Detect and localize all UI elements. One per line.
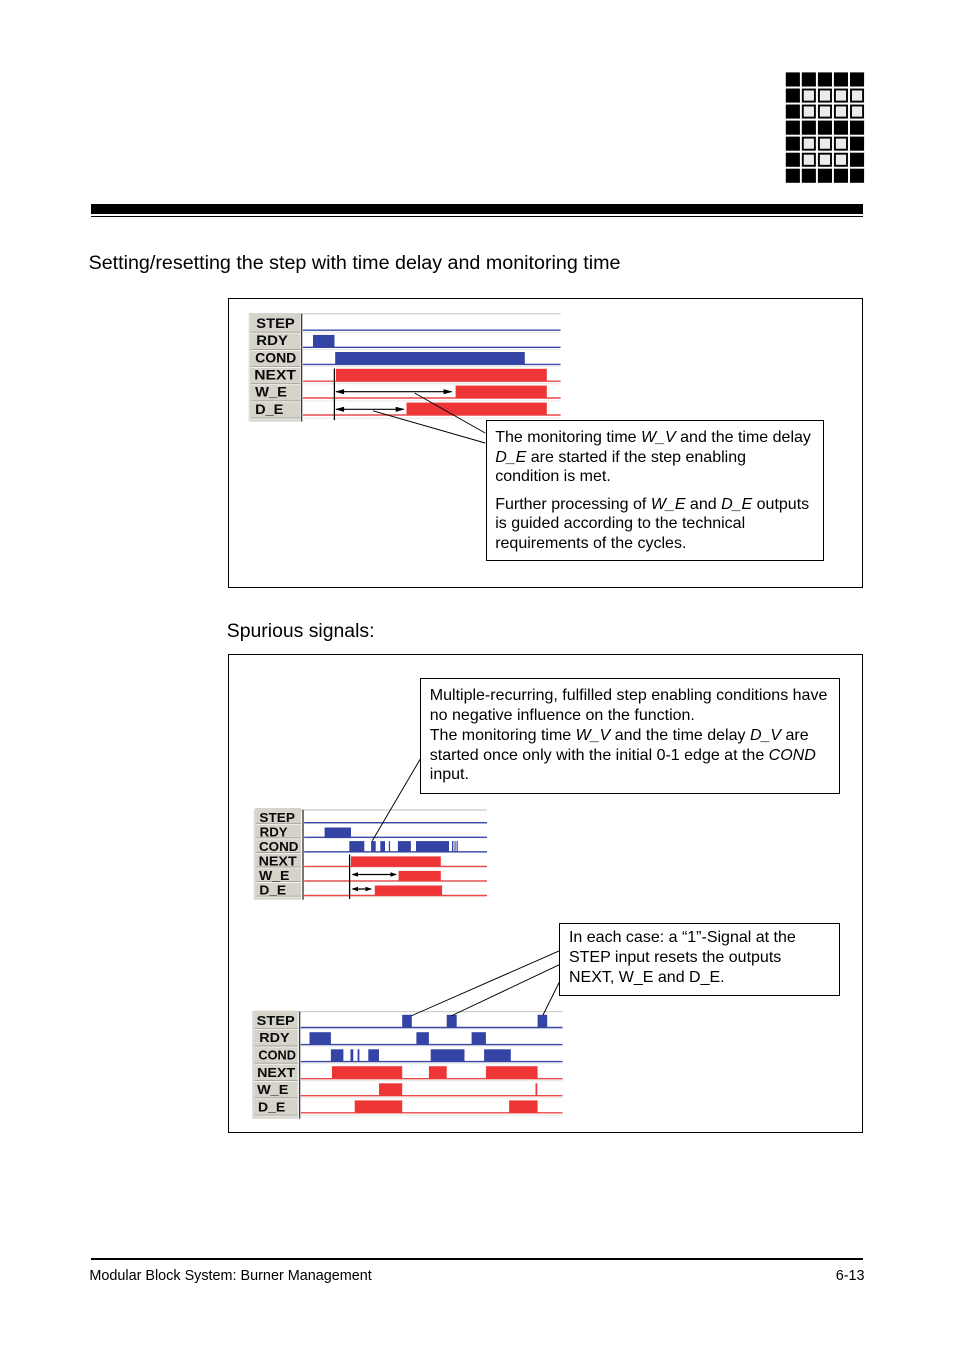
svg-text:COND: COND — [259, 840, 299, 854]
svg-text:RDY: RDY — [256, 333, 288, 348]
svg-text:D_E: D_E — [259, 884, 286, 898]
svg-text:RDY: RDY — [260, 825, 289, 839]
svg-text:D_E: D_E — [255, 402, 283, 417]
svg-text:NEXT: NEXT — [254, 368, 296, 383]
svg-text:W_E: W_E — [255, 385, 287, 400]
svg-text:COND: COND — [255, 350, 296, 365]
svg-text:RDY: RDY — [259, 1030, 290, 1045]
svg-text:NEXT: NEXT — [259, 854, 298, 868]
svg-text:D_E: D_E — [258, 1099, 286, 1114]
svg-text:W_E: W_E — [257, 1082, 289, 1097]
svg-text:STEP: STEP — [257, 1013, 295, 1028]
svg-text:STEP: STEP — [256, 316, 294, 331]
svg-text:STEP: STEP — [259, 811, 295, 825]
svg-text:COND: COND — [258, 1048, 296, 1063]
svg-text:W_E: W_E — [259, 869, 289, 883]
svg-text:NEXT: NEXT — [257, 1065, 295, 1080]
